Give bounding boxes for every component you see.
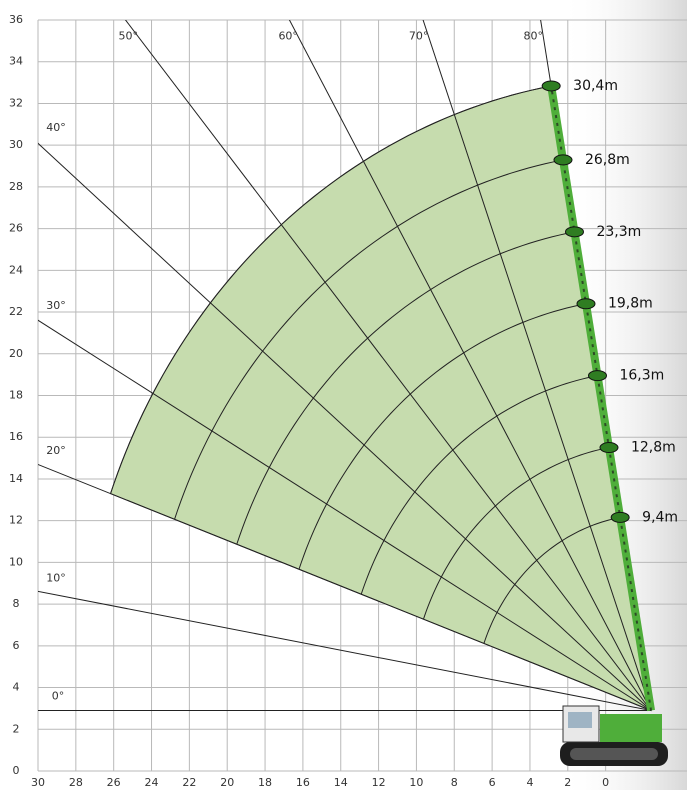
boom-lattice bbox=[550, 85, 653, 711]
crane-track-inner bbox=[570, 748, 658, 760]
angle-label: 20° bbox=[46, 444, 66, 457]
boom-length-label: 26,8m bbox=[585, 152, 630, 168]
angle-line bbox=[38, 142, 652, 711]
crane-body bbox=[560, 705, 668, 766]
y-tick-label: 8 bbox=[13, 597, 20, 610]
y-tick-label: 14 bbox=[9, 472, 23, 485]
x-tick-label: 14 bbox=[334, 776, 348, 789]
x-tick-label: 18 bbox=[258, 776, 272, 789]
boom-section-head bbox=[599, 442, 619, 454]
boom-section-head bbox=[587, 370, 607, 382]
x-tick-label: 0 bbox=[602, 776, 609, 789]
x-tick-label: 8 bbox=[451, 776, 458, 789]
y-tick-label: 0 bbox=[13, 764, 20, 777]
boom-section-head bbox=[541, 80, 561, 92]
x-tick-label: 28 bbox=[69, 776, 83, 789]
labels: 30 28 26 24 22 20 18 16 14 12 10 8 6 4 2 00246810121416… bbox=[9, 13, 609, 789]
y-tick-label: 18 bbox=[9, 389, 23, 402]
angle-line bbox=[288, 20, 652, 711]
y-tick-label: 34 bbox=[9, 55, 23, 68]
angle-label: 30° bbox=[46, 299, 66, 312]
boom-section-head bbox=[610, 511, 630, 523]
y-tick-label: 30 bbox=[9, 138, 23, 151]
angle-label: 80° bbox=[524, 30, 544, 43]
y-tick-label: 16 bbox=[9, 430, 23, 443]
boom-layer: 9,4m 12,8m 16,3m 19,8m 23,3m 26,8m 30,4m bbox=[541, 78, 678, 712]
x-tick-label: 6 bbox=[489, 776, 496, 789]
boom-length-label: 19,8m bbox=[608, 296, 653, 312]
boom-length-label: 9,4m bbox=[642, 509, 678, 525]
angle-line bbox=[38, 590, 652, 711]
angle-label: 40° bbox=[46, 121, 66, 134]
angle-label: 10° bbox=[46, 572, 66, 585]
y-tick-label: 26 bbox=[9, 222, 23, 235]
angle-line bbox=[38, 319, 652, 711]
y-tick-label: 24 bbox=[9, 263, 23, 276]
y-tick-label: 4 bbox=[13, 681, 20, 694]
angle-line bbox=[38, 463, 652, 711]
angle-label: 70° bbox=[409, 30, 429, 43]
x-tick-label: 22 bbox=[182, 776, 196, 789]
y-tick-label: 12 bbox=[9, 514, 23, 527]
boom-length-label: 30,4m bbox=[573, 78, 618, 94]
x-tick-label: 2 bbox=[564, 776, 571, 789]
angle-label: 0° bbox=[52, 690, 65, 703]
boom-section-head bbox=[553, 154, 573, 166]
crane-window bbox=[568, 712, 592, 728]
y-tick-label: 20 bbox=[9, 347, 23, 360]
x-tick-label: 24 bbox=[145, 776, 159, 789]
x-tick-label: 20 bbox=[220, 776, 234, 789]
x-tick-label: 4 bbox=[526, 776, 533, 789]
boom-length-label: 16,3m bbox=[619, 368, 664, 384]
y-tick-label: 28 bbox=[9, 180, 23, 193]
angle-label: 50° bbox=[118, 30, 138, 43]
x-tick-label: 12 bbox=[372, 776, 386, 789]
x-tick-label: 10 bbox=[409, 776, 423, 789]
boom-length-label: 23,3m bbox=[596, 224, 641, 240]
boom-length-label: 12,8m bbox=[631, 440, 676, 456]
crane-house bbox=[600, 714, 662, 742]
y-tick-label: 22 bbox=[9, 305, 23, 318]
y-tick-label: 10 bbox=[9, 555, 23, 568]
x-tick-label: 16 bbox=[296, 776, 310, 789]
angle-line bbox=[422, 20, 652, 711]
y-tick-label: 36 bbox=[9, 13, 23, 26]
y-tick-label: 6 bbox=[13, 639, 20, 652]
x-tick-label: 30 bbox=[31, 776, 45, 789]
x-tick-label: 26 bbox=[107, 776, 121, 789]
boom-section-head bbox=[564, 226, 584, 238]
boom-section-head bbox=[576, 298, 596, 310]
y-tick-label: 2 bbox=[13, 722, 20, 735]
y-tick-label: 32 bbox=[9, 96, 23, 109]
angle-label: 60° bbox=[278, 30, 298, 43]
angle-line bbox=[124, 20, 652, 711]
